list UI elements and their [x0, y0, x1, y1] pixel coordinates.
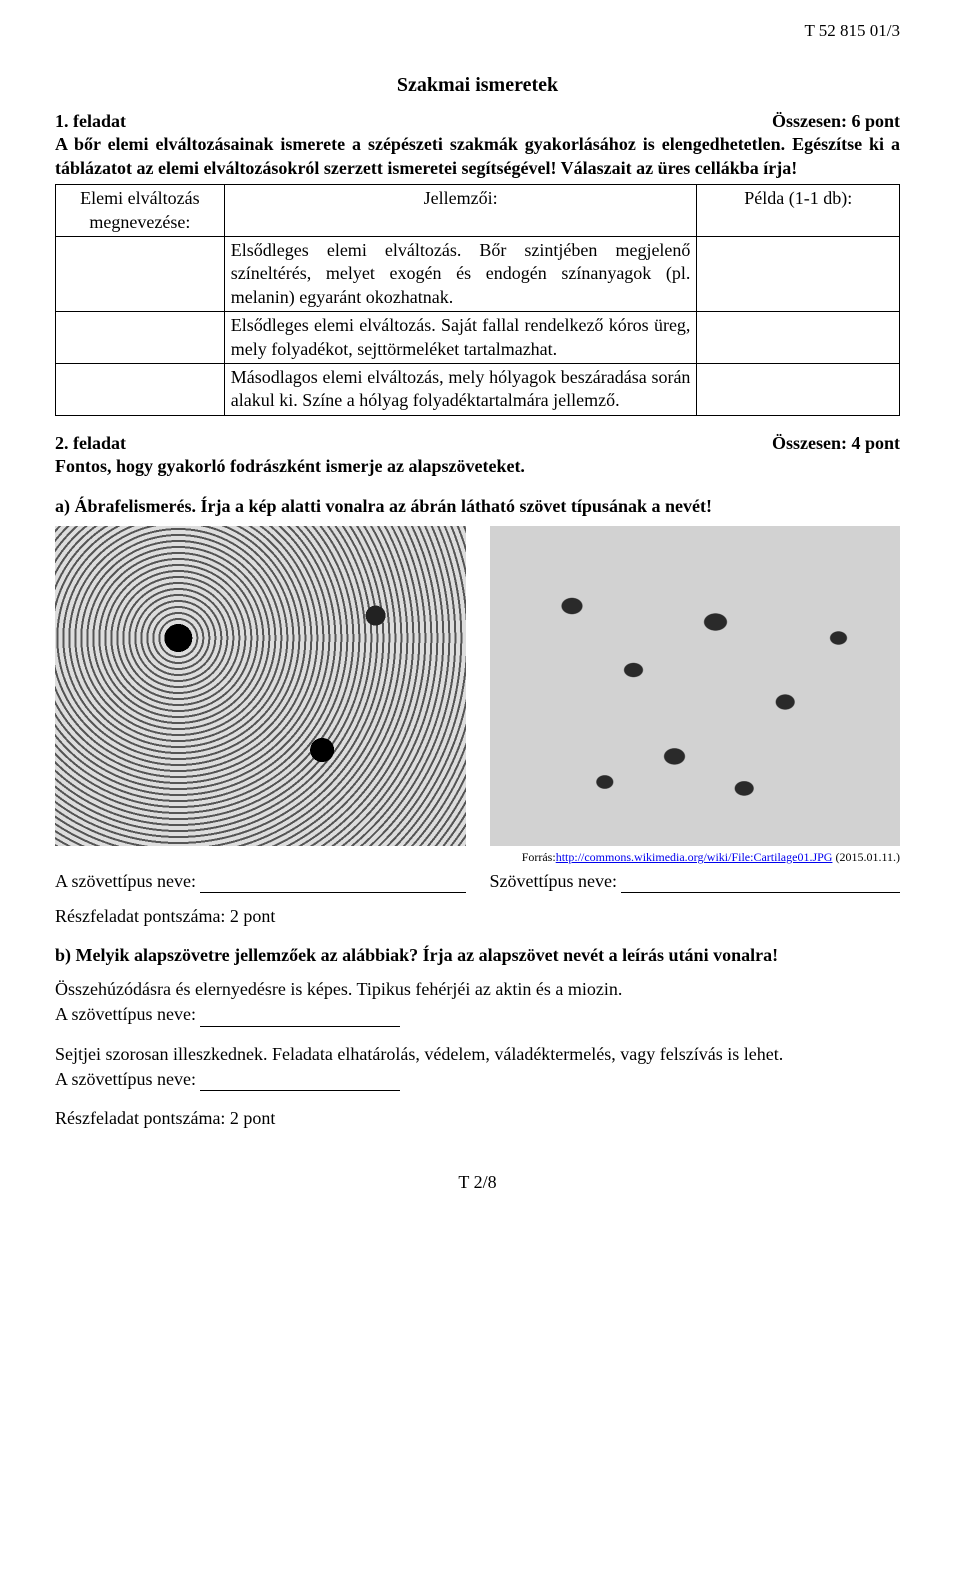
cell-ex-2[interactable] — [697, 312, 900, 364]
source-link[interactable]: http://commons.wikimedia.org/wiki/File:C… — [556, 850, 833, 864]
image-source: Forrás:http://commons.wikimedia.org/wiki… — [55, 850, 900, 866]
cell-name-1[interactable] — [56, 237, 225, 312]
task1-number: 1. feladat — [55, 110, 126, 133]
answer-row-a: A szövettípus neve: Szövettípus neve: — [55, 870, 900, 893]
task1-intro: A bőr elemi elváltozásainak ismerete a s… — [55, 133, 900, 180]
b-desc-1: Összehúzódásra és elernyedésre is képes.… — [55, 978, 900, 1001]
cell-ex-1[interactable] — [697, 237, 900, 312]
cell-ex-3[interactable] — [697, 364, 900, 416]
cell-desc-3: Másodlagos elemi elváltozás, mely hólyag… — [224, 364, 697, 416]
b-answer-label-1: A szövettípus neve: — [55, 1003, 196, 1026]
cell-desc-2: Elsődleges elemi elváltozás. Saját falla… — [224, 312, 697, 364]
images-row — [55, 526, 900, 846]
answer-label-right: Szövettípus neve: — [490, 870, 617, 893]
b-desc-2: Sejtjei szorosan illeszkednek. Feladata … — [55, 1043, 900, 1066]
image-cartilage-tissue — [490, 526, 901, 846]
section-title: Szakmai ismeretek — [55, 72, 900, 98]
image-bone-tissue — [55, 526, 466, 846]
answer-label-left: A szövettípus neve: — [55, 870, 196, 893]
subtask-a-label: a) Ábrafelismerés. Írja a kép alatti von… — [55, 495, 900, 518]
answer-line-right[interactable] — [621, 873, 900, 893]
subtask-b-score: Részfeladat pontszáma: 2 pont — [55, 1107, 900, 1130]
source-suffix: (2015.01.11.) — [832, 850, 900, 864]
task1-table: Elemi elváltozás megnevezése: Jellemzői:… — [55, 184, 900, 416]
table-row: Másodlagos elemi elváltozás, mely hólyag… — [56, 364, 900, 416]
b-answer-line-2[interactable] — [200, 1071, 400, 1091]
cell-name-3[interactable] — [56, 364, 225, 416]
header-code: T 52 815 01/3 — [55, 20, 900, 42]
task2-points: Összesen: 4 pont — [772, 432, 900, 455]
subtask-b-label: b) Melyik alapszövetre jellemzőek az alá… — [55, 944, 900, 967]
task2-block: 2. feladat Összesen: 4 pont Fontos, hogy… — [55, 432, 900, 1131]
th-name: Elemi elváltozás megnevezése: — [56, 185, 225, 237]
table-row: Elsődleges elemi elváltozás. Bőr szintjé… — [56, 237, 900, 312]
task2-number: 2. feladat — [55, 432, 126, 455]
task2-intro: Fontos, hogy gyakorló fodrászként ismerj… — [55, 455, 900, 478]
b-answer-2: A szövettípus neve: — [55, 1068, 900, 1091]
b-answer-line-1[interactable] — [200, 1007, 400, 1027]
table-header-row: Elemi elváltozás megnevezése: Jellemzői:… — [56, 185, 900, 237]
th-example: Példa (1-1 db): — [697, 185, 900, 237]
task1-points: Összesen: 6 pont — [772, 110, 900, 133]
table-row: Elsődleges elemi elváltozás. Saját falla… — [56, 312, 900, 364]
th-desc: Jellemzői: — [224, 185, 697, 237]
cell-desc-1: Elsődleges elemi elváltozás. Bőr szintjé… — [224, 237, 697, 312]
source-prefix: Forrás: — [522, 850, 556, 864]
subtask-a-score: Részfeladat pontszáma: 2 pont — [55, 905, 900, 928]
answer-line-left[interactable] — [200, 873, 466, 893]
cell-name-2[interactable] — [56, 312, 225, 364]
page-footer: T 2/8 — [55, 1171, 900, 1194]
b-answer-1: A szövettípus neve: — [55, 1003, 900, 1026]
task1-block: 1. feladat Összesen: 6 pont A bőr elemi … — [55, 110, 900, 416]
b-answer-label-2: A szövettípus neve: — [55, 1068, 196, 1091]
